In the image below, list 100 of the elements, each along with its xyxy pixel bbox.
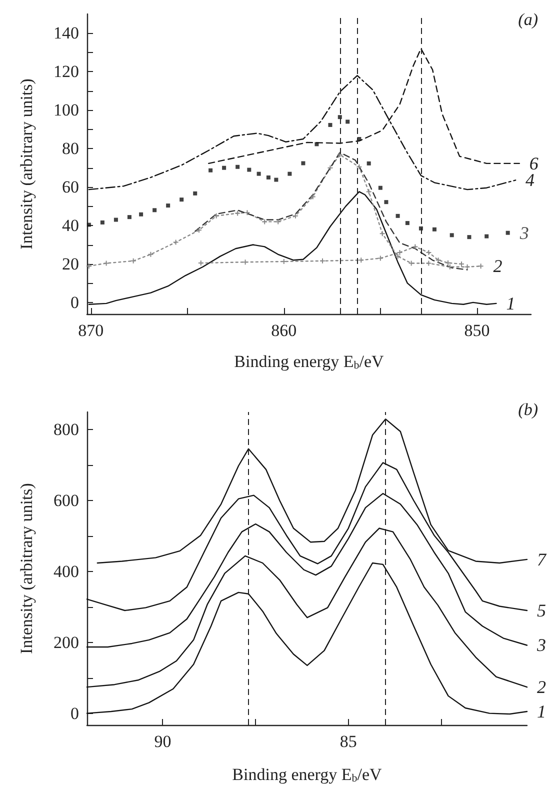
point bbox=[127, 215, 132, 220]
point bbox=[366, 161, 371, 166]
line-series bbox=[86, 492, 528, 648]
point bbox=[356, 164, 362, 170]
point bbox=[378, 256, 383, 261]
point bbox=[222, 166, 226, 170]
series-label: 2 bbox=[537, 677, 546, 698]
point bbox=[397, 250, 402, 255]
point bbox=[395, 254, 400, 259]
point bbox=[196, 228, 202, 233]
point bbox=[148, 252, 154, 257]
point bbox=[288, 172, 292, 176]
point bbox=[396, 214, 400, 218]
point bbox=[310, 194, 316, 200]
series-label: 3 bbox=[518, 222, 529, 243]
point bbox=[173, 240, 178, 245]
x-tick-label: 90 bbox=[154, 732, 172, 751]
point bbox=[366, 189, 372, 194]
y-tick-label: 140 bbox=[54, 24, 79, 43]
y-tick-label: 200 bbox=[54, 632, 79, 652]
point bbox=[166, 204, 170, 208]
y-tick-label: 40 bbox=[62, 216, 79, 236]
point bbox=[292, 213, 298, 218]
y-axis-title: Intensity (arbitrary units) bbox=[17, 483, 36, 654]
point bbox=[450, 233, 454, 238]
point bbox=[114, 218, 118, 222]
point bbox=[405, 221, 410, 226]
point bbox=[139, 212, 144, 216]
line-series bbox=[86, 562, 528, 715]
point bbox=[193, 191, 198, 196]
x-tick-label: 85 bbox=[340, 732, 357, 751]
point bbox=[104, 260, 109, 266]
point bbox=[86, 222, 91, 227]
point bbox=[274, 178, 278, 182]
point bbox=[358, 258, 364, 263]
point bbox=[301, 161, 306, 166]
point bbox=[426, 260, 432, 266]
point bbox=[86, 264, 92, 269]
point bbox=[208, 168, 213, 172]
point bbox=[506, 230, 510, 235]
point bbox=[314, 142, 319, 146]
point bbox=[236, 164, 240, 169]
point bbox=[467, 235, 472, 240]
y-tick-label: 400 bbox=[54, 562, 79, 582]
point bbox=[384, 200, 388, 204]
point bbox=[266, 175, 270, 180]
chart-title: (b) bbox=[518, 400, 538, 419]
y-tick-label: 60 bbox=[62, 178, 79, 197]
point bbox=[412, 244, 418, 250]
y-tick-label: 0 bbox=[70, 292, 79, 312]
y-tick-label: 600 bbox=[54, 491, 79, 510]
chart-title: (a) bbox=[518, 10, 538, 29]
point bbox=[337, 152, 342, 158]
point bbox=[484, 234, 489, 238]
point bbox=[380, 231, 385, 236]
y-tick-label: 120 bbox=[54, 62, 79, 82]
point bbox=[214, 213, 219, 218]
x-tick-label: 850 bbox=[464, 321, 490, 340]
point bbox=[436, 258, 441, 263]
point bbox=[242, 260, 248, 265]
point bbox=[235, 210, 240, 216]
series-label: 3 bbox=[536, 635, 546, 656]
point bbox=[100, 220, 104, 224]
point bbox=[464, 264, 470, 270]
point bbox=[408, 260, 414, 266]
line-series bbox=[86, 528, 528, 688]
point bbox=[256, 172, 261, 176]
series-label: 2 bbox=[493, 256, 502, 276]
y-tick-label: 80 bbox=[62, 139, 79, 158]
point bbox=[198, 260, 204, 266]
y-tick-label: 800 bbox=[54, 420, 79, 440]
point bbox=[346, 120, 350, 124]
point bbox=[130, 258, 136, 264]
series-label: 1 bbox=[506, 293, 516, 314]
x-tick-label: 860 bbox=[271, 321, 297, 340]
point bbox=[247, 168, 252, 172]
y-tick-label: 20 bbox=[62, 254, 79, 274]
y-tick-label: 0 bbox=[70, 704, 79, 723]
y-axis-title: Intensity (arbitrary units) bbox=[17, 78, 36, 250]
point bbox=[244, 210, 250, 216]
point bbox=[432, 227, 436, 232]
point bbox=[338, 115, 342, 120]
series-label: 7 bbox=[537, 549, 547, 570]
series-label: 1 bbox=[537, 702, 546, 722]
series-label: 5 bbox=[537, 600, 546, 621]
point bbox=[426, 250, 432, 255]
point bbox=[276, 219, 281, 224]
point bbox=[445, 260, 450, 266]
point bbox=[459, 262, 464, 266]
point bbox=[447, 264, 452, 270]
y-tick-label: 100 bbox=[54, 100, 79, 120]
point bbox=[180, 198, 184, 202]
x-tick-label: 870 bbox=[78, 321, 104, 340]
point bbox=[328, 165, 333, 170]
point bbox=[152, 208, 157, 212]
point bbox=[328, 122, 332, 127]
point bbox=[320, 258, 326, 264]
point bbox=[478, 264, 484, 269]
point bbox=[378, 186, 382, 190]
point bbox=[262, 219, 268, 224]
